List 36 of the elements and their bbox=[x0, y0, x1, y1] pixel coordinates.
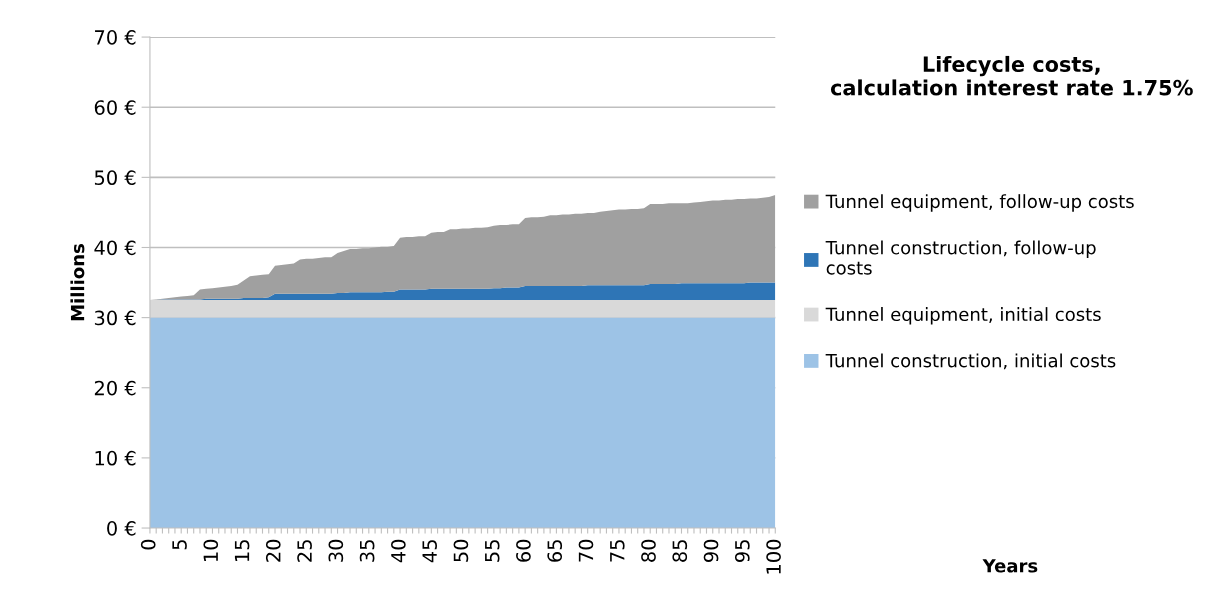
x-tick-label: 30 bbox=[328, 539, 344, 562]
y-tick-label: 60 € bbox=[94, 100, 136, 115]
y-tick-label: 30 € bbox=[94, 310, 136, 326]
x-tick-label: 95 bbox=[734, 540, 750, 562]
x-tick-label: 60 bbox=[516, 539, 531, 562]
x-tick-label: 90 bbox=[703, 539, 719, 562]
text: Years bbox=[982, 559, 1038, 573]
text: Lifecycle costs, calculation interest rate 1.75% bbox=[830, 55, 1193, 96]
legend-label: Tunnel equipment, follow-up costs bbox=[825, 194, 1134, 212]
legend-label: Tunnel construction, follow-up costs bbox=[825, 240, 1096, 275]
y-tick-label: 20 € bbox=[94, 380, 136, 396]
x-tick-label: 35 bbox=[359, 540, 375, 562]
y-tick-label: 0 € bbox=[107, 520, 136, 536]
x-tick-label: 50 bbox=[453, 539, 469, 562]
y-tick-label: 70 € bbox=[95, 30, 136, 45]
y-axis-title: Millions bbox=[70, 244, 85, 321]
x-tick-label: 25 bbox=[297, 540, 312, 562]
x-tick-label: 20 bbox=[265, 539, 281, 562]
legend-label: Tunnel construction, initial costs bbox=[825, 353, 1116, 370]
y-tick-label: 40 € bbox=[94, 240, 136, 256]
x-tick-label: 0 bbox=[140, 539, 156, 550]
y-tick-label: 50 € bbox=[94, 170, 136, 186]
x-tick-label: 45 bbox=[422, 540, 437, 563]
x-tick-label: 80 bbox=[641, 539, 656, 562]
y-tick-label: 10 € bbox=[95, 450, 136, 466]
x-tick-label: 75 bbox=[610, 540, 625, 562]
x-tick-label: 100 bbox=[766, 539, 781, 574]
x-tick-label: 40 bbox=[391, 539, 406, 563]
x-tick-label: 10 bbox=[203, 539, 219, 562]
legend-label: Tunnel equipment, initial costs bbox=[825, 307, 1101, 325]
x-tick-label: 85 bbox=[672, 540, 688, 562]
x-tick-label: 5 bbox=[172, 540, 187, 550]
x-tick-label: 70 bbox=[578, 539, 594, 562]
x-tick-label: 55 bbox=[485, 540, 500, 562]
x-tick-label: 15 bbox=[234, 540, 250, 562]
x-tick-label: 65 bbox=[547, 540, 563, 562]
